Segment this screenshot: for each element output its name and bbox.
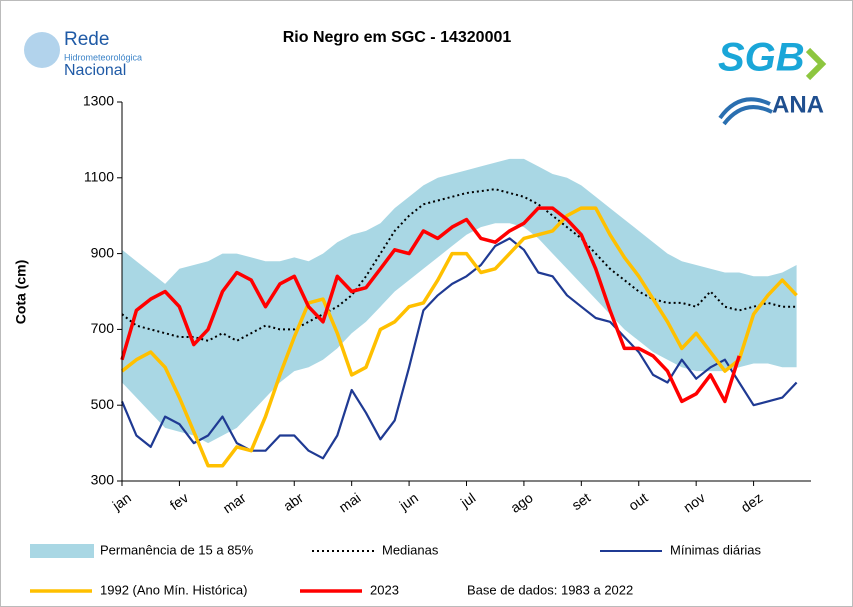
rede-icon bbox=[24, 32, 60, 68]
rede-logo-text: Hidrometeorológica bbox=[64, 52, 142, 62]
legend-label: Medianas bbox=[382, 542, 439, 557]
y-tick-label: 500 bbox=[91, 396, 115, 412]
y-tick-label: 700 bbox=[91, 320, 115, 336]
y-tick-label: 900 bbox=[91, 244, 115, 260]
series-line bbox=[120, 237, 798, 460]
y-tick-label: 300 bbox=[91, 472, 115, 488]
ana-icon bbox=[718, 97, 773, 126]
rede-logo-text: Nacional bbox=[64, 62, 126, 79]
y-axis-label: Cota (cm) bbox=[13, 260, 29, 325]
series-line bbox=[120, 206, 798, 468]
ana-logo: ANA bbox=[718, 91, 824, 126]
percentile-band bbox=[122, 158, 797, 444]
rede-logo-text: Rede bbox=[64, 29, 109, 50]
ana-logo-text: ANA bbox=[772, 91, 824, 118]
y-tick-label: 1100 bbox=[84, 169, 114, 185]
legend-label: Permanência de 15 a 85% bbox=[100, 542, 254, 557]
legend-label: Mínimas diárias bbox=[670, 542, 762, 557]
series-line bbox=[121, 188, 797, 342]
chart-title: Rio Negro em SGC - 14320001 bbox=[283, 29, 512, 46]
legend-label: 1992 (Ano Mín. Histórica) bbox=[100, 582, 247, 597]
legend-swatch bbox=[30, 544, 94, 558]
annotation: Base de dados: 1983 a 2022 bbox=[467, 582, 633, 597]
legend-label: 2023 bbox=[370, 582, 399, 597]
series-line bbox=[120, 206, 741, 404]
y-tick-label: 1300 bbox=[83, 93, 114, 109]
sgb-logo: SGB bbox=[718, 36, 827, 81]
rede-logo: Rede Hidrometeorológica Nacional bbox=[24, 29, 142, 79]
sgb-icon bbox=[805, 47, 827, 81]
sgb-logo-text: SGB bbox=[718, 36, 805, 80]
